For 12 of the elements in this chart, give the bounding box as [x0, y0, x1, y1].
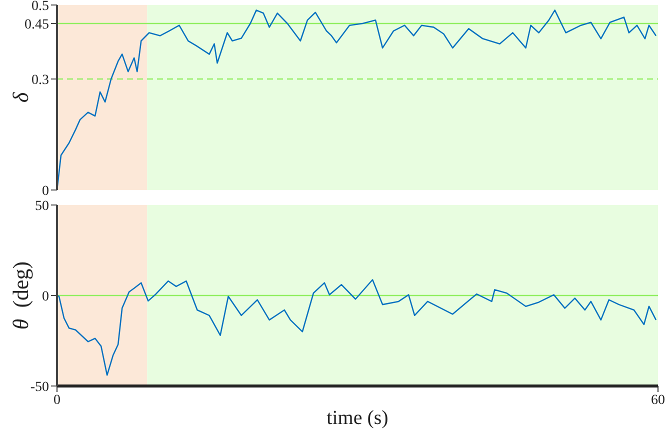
x-tick-label: 60 — [651, 392, 665, 408]
x-axis-title: time (s) — [326, 407, 388, 429]
y-tick-label: 0 — [42, 184, 49, 199]
line-series — [57, 279, 657, 376]
y-tick-label: 50 — [35, 198, 49, 214]
y-axis-title: θ (deg) — [8, 261, 32, 330]
y-tick-label: 0.3 — [32, 72, 49, 88]
y-tick-label: 0 — [42, 289, 49, 304]
y-tick-label: 0.45 — [24, 17, 49, 32]
y-tick-label: 0.5 — [32, 0, 49, 14]
y-axis-title: δ — [8, 92, 32, 103]
y-tick-label: -50 — [30, 380, 49, 395]
